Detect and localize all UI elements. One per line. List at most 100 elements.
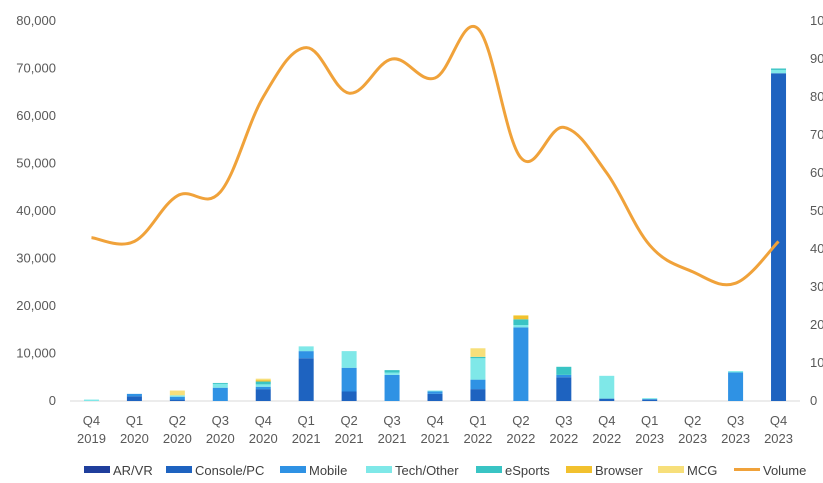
- legend-label: AR/VR: [113, 463, 153, 478]
- x-tick-label: Q1: [126, 413, 143, 428]
- y2-tick-label: 0: [810, 393, 817, 408]
- bar-segment: [728, 372, 744, 401]
- volume-line: [91, 24, 780, 287]
- x-tick-label: Q1: [298, 413, 315, 428]
- x-tick-label: Q1: [641, 413, 658, 428]
- bar-segment: [556, 366, 572, 375]
- x-tick-label: 2020: [163, 431, 192, 446]
- bar-segment: [384, 372, 400, 375]
- x-tick-label: Q4: [426, 413, 443, 428]
- bar-segment: [427, 393, 443, 401]
- bar-segment: [599, 398, 615, 401]
- bar-segment: [470, 358, 486, 380]
- x-tick-label: Q1: [469, 413, 486, 428]
- x-tick-label: 2022: [592, 431, 621, 446]
- x-tick-label: Q4: [598, 413, 615, 428]
- bar-segment: [513, 327, 529, 401]
- bar-segment: [341, 351, 357, 368]
- y-tick-label: 60,000: [16, 108, 56, 123]
- y-tick-label: 70,000: [16, 61, 56, 76]
- bar-segment: [212, 387, 228, 401]
- bar-segment: [341, 367, 357, 392]
- legend: AR/VR Console/PC Mobile Tech/Other eSports Br…: [84, 463, 806, 478]
- x-tick-label: Q2: [684, 413, 701, 428]
- x-tick-label: 2020: [249, 431, 278, 446]
- x-tick-label: Q4: [255, 413, 272, 428]
- bar-segment: [642, 398, 658, 400]
- x-tick-label: Q2: [340, 413, 357, 428]
- legend-label: Tech/Other: [395, 463, 459, 478]
- y2-tick-label: 20: [810, 317, 823, 332]
- bar-segment: [470, 379, 486, 390]
- legend-label: Browser: [595, 463, 643, 478]
- y-tick-label: 10,000: [16, 346, 56, 361]
- bar-segment: [169, 390, 185, 396]
- bar-segment: [298, 351, 314, 359]
- y-tick-label: 80,000: [16, 13, 56, 28]
- x-tick-label: 2021: [378, 431, 407, 446]
- y-axis-right: 0 10 20 30 40 50 60 70 80 90 100: [810, 13, 823, 408]
- bar-segment: [298, 358, 314, 401]
- y2-tick-label: 80: [810, 89, 823, 104]
- bar-segment: [513, 315, 529, 316]
- x-tick-label: Q3: [555, 413, 572, 428]
- bar-segment: [169, 396, 185, 400]
- legend-swatch: [658, 466, 684, 473]
- bar-segment: [298, 346, 314, 352]
- bar-segment: [642, 399, 658, 400]
- bar-segment: [255, 380, 271, 382]
- x-tick-label: Q4: [770, 413, 787, 428]
- x-tick-label: 2023: [721, 431, 750, 446]
- bar-segment: [255, 381, 271, 385]
- y2-tick-label: 30: [810, 279, 823, 294]
- x-tick-label: Q4: [83, 413, 100, 428]
- x-tick-label: 2020: [206, 431, 235, 446]
- bar-segment: [384, 370, 400, 373]
- x-tick-label: 2020: [120, 431, 149, 446]
- legend-label: eSports: [505, 463, 550, 478]
- bar-segment: [126, 396, 142, 401]
- bar-segment: [513, 319, 529, 325]
- x-tick-label: 2021: [292, 431, 321, 446]
- bar-segment: [427, 390, 443, 392]
- legend-swatch: [166, 466, 192, 473]
- bar-segment: [212, 382, 228, 384]
- x-tick-label: 2021: [421, 431, 450, 446]
- bar-segment: [169, 399, 185, 401]
- y-tick-label: 0: [49, 393, 56, 408]
- bar-segment: [83, 399, 99, 401]
- x-tick-label: 2023: [678, 431, 707, 446]
- bar-segment: [427, 391, 443, 394]
- bar-segment: [556, 377, 572, 401]
- bar-segment: [771, 69, 787, 74]
- x-tick-label: 2022: [463, 431, 492, 446]
- bar-segment: [728, 371, 744, 373]
- legend-swatch: [366, 466, 392, 473]
- x-tick-label: Q2: [512, 413, 529, 428]
- legend-swatch: [84, 466, 110, 473]
- x-tick-label: 2022: [506, 431, 535, 446]
- bar-segment: [255, 378, 271, 381]
- x-tick-label: 2019: [77, 431, 106, 446]
- legend-label: Console/PC: [195, 463, 264, 478]
- y2-tick-label: 50: [810, 203, 823, 218]
- x-tick-label: 2023: [635, 431, 664, 446]
- y-tick-label: 40,000: [16, 203, 56, 218]
- bar-segment: [212, 383, 228, 388]
- x-tick-label: 2023: [764, 431, 793, 446]
- y2-tick-label: 40: [810, 241, 823, 256]
- bar-segment: [470, 356, 486, 359]
- bar-segment: [556, 374, 572, 378]
- x-tick-label: Q3: [212, 413, 229, 428]
- x-tick-label: 2021: [335, 431, 364, 446]
- x-tick-label: Q3: [727, 413, 744, 428]
- bars: [83, 68, 787, 401]
- bar-segment: [169, 395, 185, 397]
- x-tick-label: 2022: [549, 431, 578, 446]
- legend-swatch: [476, 466, 502, 473]
- bar-segment: [384, 374, 400, 401]
- bar-segment: [255, 386, 271, 390]
- y2-tick-label: 10: [810, 355, 823, 370]
- x-tick-label: Q2: [169, 413, 186, 428]
